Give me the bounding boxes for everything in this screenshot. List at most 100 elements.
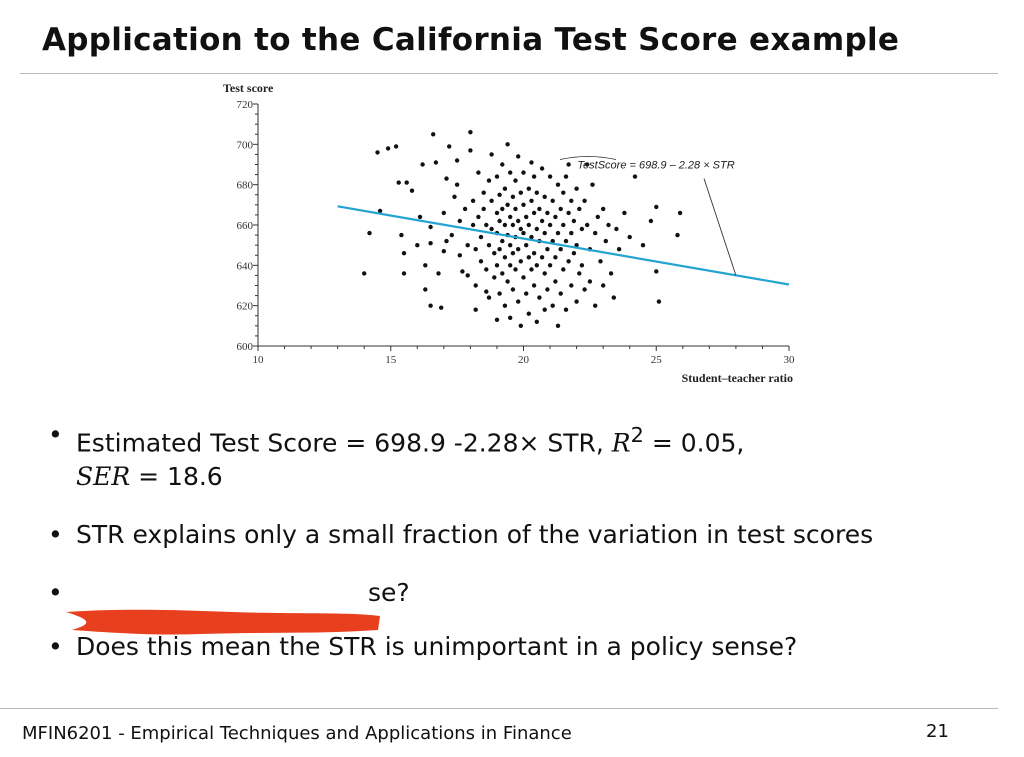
y-tick-label: 720 — [237, 99, 254, 111]
data-point — [518, 323, 523, 328]
data-point — [545, 247, 550, 252]
data-point — [574, 243, 579, 248]
data-point — [518, 226, 523, 232]
data-point — [531, 251, 537, 256]
data-point — [632, 174, 638, 179]
data-point — [569, 283, 574, 288]
data-point — [622, 210, 627, 216]
data-point — [396, 180, 401, 185]
bullet-list: • Estimated Test Score = 698.9 -2.28× ST… — [48, 418, 968, 688]
data-point — [582, 198, 587, 203]
data-point — [454, 158, 460, 163]
bullet-str-text: STR explains only a small fraction of th… — [76, 520, 874, 550]
data-point — [492, 251, 497, 256]
data-point — [484, 289, 489, 294]
data-point — [494, 210, 500, 216]
data-point — [616, 247, 622, 252]
data-point — [423, 263, 428, 268]
data-point — [606, 222, 611, 228]
data-point — [524, 291, 529, 296]
data-point — [608, 271, 614, 276]
data-point — [569, 198, 574, 203]
data-point — [571, 251, 577, 256]
data-point — [375, 150, 380, 155]
data-point — [513, 267, 518, 272]
data-point — [428, 224, 433, 230]
data-point — [428, 241, 433, 246]
data-point — [393, 144, 399, 149]
data-point — [409, 188, 415, 193]
data-point — [582, 287, 587, 292]
data-point — [500, 271, 505, 276]
data-point — [486, 295, 492, 300]
x-axis-title: Student–teacher ratio — [682, 371, 793, 385]
data-point — [500, 162, 505, 167]
data-point — [497, 218, 502, 224]
data-point — [648, 218, 654, 224]
data-point — [385, 146, 391, 151]
data-point — [675, 232, 680, 238]
data-point — [465, 243, 470, 248]
data-point — [601, 283, 606, 288]
data-point — [627, 234, 632, 240]
data-point — [521, 275, 526, 280]
data-point — [534, 226, 539, 232]
data-point — [593, 303, 598, 308]
data-point — [537, 206, 542, 212]
data-point — [460, 269, 465, 274]
data-point — [563, 307, 569, 312]
data-point — [481, 206, 486, 212]
bullet-policy-text: Does this mean the STR is unimportant in… — [76, 632, 798, 662]
data-point — [516, 299, 521, 304]
data-point — [444, 238, 449, 244]
data-point — [563, 174, 569, 179]
data-point — [470, 198, 476, 203]
data-point — [454, 182, 460, 187]
data-point — [574, 299, 579, 304]
data-point — [590, 182, 595, 187]
data-point — [486, 178, 492, 183]
data-point — [478, 234, 484, 240]
data-point — [654, 204, 659, 210]
data-point — [561, 190, 566, 195]
data-point — [516, 154, 521, 159]
data-point — [415, 243, 420, 248]
data-point — [534, 190, 539, 195]
data-point — [489, 226, 494, 232]
data-point — [510, 287, 516, 292]
data-point — [502, 186, 508, 191]
y-tick-label: 700 — [237, 139, 254, 151]
data-point — [521, 230, 526, 236]
data-point — [510, 222, 516, 228]
y-tick-label: 680 — [237, 180, 254, 192]
data-point — [587, 279, 593, 284]
y-tick-label: 660 — [237, 220, 254, 232]
data-point — [569, 230, 574, 236]
x-tick-label: 30 — [784, 354, 796, 366]
page-number: 21 — [926, 721, 949, 742]
data-point — [521, 170, 526, 175]
y-axis-title: Test score — [223, 81, 274, 95]
data-point — [542, 194, 547, 199]
data-point — [531, 174, 537, 179]
data-point — [598, 259, 603, 264]
ser-symbol: SER — [76, 462, 131, 492]
data-point — [505, 142, 510, 147]
data-point — [611, 295, 616, 300]
data-point — [447, 144, 452, 149]
data-point — [531, 210, 537, 216]
redaction-scribble — [66, 609, 380, 635]
bullet-redacted: • se? — [48, 576, 968, 610]
data-point — [656, 299, 662, 304]
data-point — [489, 198, 494, 203]
regression-line — [337, 205, 790, 286]
data-point — [601, 206, 606, 212]
title-divider — [20, 73, 998, 74]
data-point — [654, 269, 659, 274]
data-point — [502, 255, 508, 260]
data-point — [508, 170, 513, 175]
data-point — [553, 279, 558, 284]
data-point — [428, 303, 433, 308]
bullet-dot: • — [48, 420, 63, 449]
data-point — [518, 190, 523, 195]
